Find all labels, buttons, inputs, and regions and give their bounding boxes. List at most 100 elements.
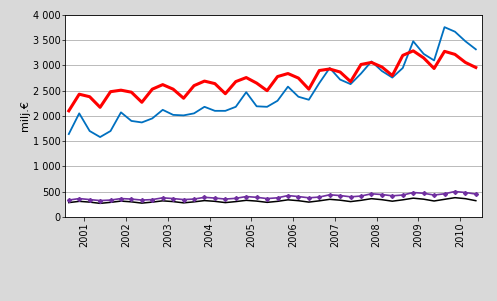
Palvelujen ostot	[462, 39, 468, 43]
Henkilöstömenot	[253, 81, 259, 85]
Aineet, tarvikkeet ja tavarat	[76, 200, 82, 203]
Avustukset	[76, 197, 82, 200]
Henkilöstömenot	[180, 96, 186, 100]
Henkilöstömenot	[462, 61, 468, 64]
Avustukset	[191, 197, 197, 201]
Aineet, tarvikkeet ja tavarat	[473, 199, 479, 203]
Henkilöstömenot	[118, 88, 124, 92]
Y-axis label: milj.€: milj.€	[20, 101, 30, 131]
Aineet, tarvikkeet ja tavarat	[306, 200, 312, 204]
Henkilöstömenot	[66, 109, 72, 113]
Palvelujen ostot	[264, 105, 270, 109]
Aineet, tarvikkeet ja tavarat	[233, 200, 239, 203]
Henkilöstömenot	[97, 106, 103, 109]
Henkilöstömenot	[149, 87, 155, 91]
Palvelujen ostot	[76, 112, 82, 115]
Palvelujen ostot	[400, 66, 406, 70]
Avustukset	[86, 198, 92, 201]
Palvelujen ostot	[327, 66, 332, 70]
Henkilöstömenot	[379, 65, 385, 69]
Henkilöstömenot	[222, 92, 228, 95]
Aineet, tarvikkeet ja tavarat	[107, 200, 113, 204]
Aineet, tarvikkeet ja tavarat	[253, 199, 259, 203]
Avustukset	[160, 196, 166, 200]
Aineet, tarvikkeet ja tavarat	[66, 201, 72, 204]
Aineet, tarvikkeet ja tavarat	[400, 198, 406, 202]
Avustukset	[212, 196, 218, 200]
Henkilöstömenot	[274, 75, 280, 78]
Henkilöstömenot	[358, 63, 364, 66]
Aineet, tarvikkeet ja tavarat	[337, 198, 343, 202]
Palvelujen ostot	[201, 105, 207, 109]
Henkilöstömenot	[347, 80, 353, 83]
Palvelujen ostot	[452, 30, 458, 33]
Palvelujen ostot	[86, 129, 92, 133]
Henkilöstömenot	[128, 90, 134, 94]
Henkilöstömenot	[410, 49, 416, 53]
Avustukset	[295, 195, 301, 198]
Henkilöstömenot	[107, 90, 113, 94]
Avustukset	[170, 197, 176, 200]
Palvelujen ostot	[285, 85, 291, 88]
Palvelujen ostot	[420, 52, 426, 56]
Avustukset	[201, 196, 207, 199]
Aineet, tarvikkeet ja tavarat	[441, 197, 447, 201]
Aineet, tarvikkeet ja tavarat	[264, 200, 270, 204]
Henkilöstömenot	[76, 92, 82, 96]
Avustukset	[358, 194, 364, 198]
Palvelujen ostot	[160, 108, 166, 112]
Palvelujen ostot	[379, 69, 385, 73]
Henkilöstömenot	[243, 76, 249, 79]
Palvelujen ostot	[139, 121, 145, 124]
Henkilöstömenot	[201, 79, 207, 83]
Aineet, tarvikkeet ja tavarat	[212, 200, 218, 203]
Aineet, tarvikkeet ja tavarat	[358, 199, 364, 202]
Avustukset	[274, 196, 280, 200]
Avustukset	[97, 199, 103, 202]
Henkilöstömenot	[212, 82, 218, 85]
Palvelujen ostot	[389, 76, 395, 79]
Henkilöstömenot	[452, 53, 458, 56]
Henkilöstömenot	[473, 66, 479, 69]
Palvelujen ostot	[222, 109, 228, 113]
Avustukset	[337, 194, 343, 197]
Henkilöstömenot	[264, 89, 270, 92]
Avustukset	[253, 196, 259, 199]
Palvelujen ostot	[358, 72, 364, 75]
Palvelujen ostot	[347, 82, 353, 86]
Aineet, tarvikkeet ja tavarat	[86, 200, 92, 204]
Palvelujen ostot	[149, 116, 155, 120]
Palvelujen ostot	[66, 132, 72, 136]
Avustukset	[410, 191, 416, 194]
Avustukset	[316, 195, 322, 199]
Palvelujen ostot	[368, 60, 374, 63]
Henkilöstömenot	[337, 70, 343, 74]
Aineet, tarvikkeet ja tavarat	[170, 200, 176, 203]
Aineet, tarvikkeet ja tavarat	[222, 201, 228, 204]
Henkilöstömenot	[139, 101, 145, 104]
Aineet, tarvikkeet ja tavarat	[118, 199, 124, 203]
Palvelujen ostot	[316, 81, 322, 85]
Aineet, tarvikkeet ja tavarat	[128, 200, 134, 204]
Avustukset	[107, 198, 113, 202]
Henkilöstömenot	[368, 61, 374, 64]
Avustukset	[222, 197, 228, 201]
Palvelujen ostot	[170, 113, 176, 117]
Henkilöstömenot	[389, 74, 395, 77]
Palvelujen ostot	[274, 99, 280, 103]
Avustukset	[180, 198, 186, 201]
Aineet, tarvikkeet ja tavarat	[347, 200, 353, 203]
Palvelujen ostot	[243, 90, 249, 94]
Aineet, tarvikkeet ja tavarat	[201, 199, 207, 202]
Aineet, tarvikkeet ja tavarat	[97, 202, 103, 205]
Aineet, tarvikkeet ja tavarat	[410, 196, 416, 200]
Palvelujen ostot	[473, 48, 479, 51]
Aineet, tarvikkeet ja tavarat	[243, 199, 249, 202]
Avustukset	[149, 198, 155, 201]
Palvelujen ostot	[410, 39, 416, 43]
Palvelujen ostot	[233, 105, 239, 109]
Avustukset	[431, 193, 437, 197]
Henkilöstömenot	[295, 76, 301, 80]
Henkilöstömenot	[316, 69, 322, 72]
Henkilöstömenot	[441, 50, 447, 53]
